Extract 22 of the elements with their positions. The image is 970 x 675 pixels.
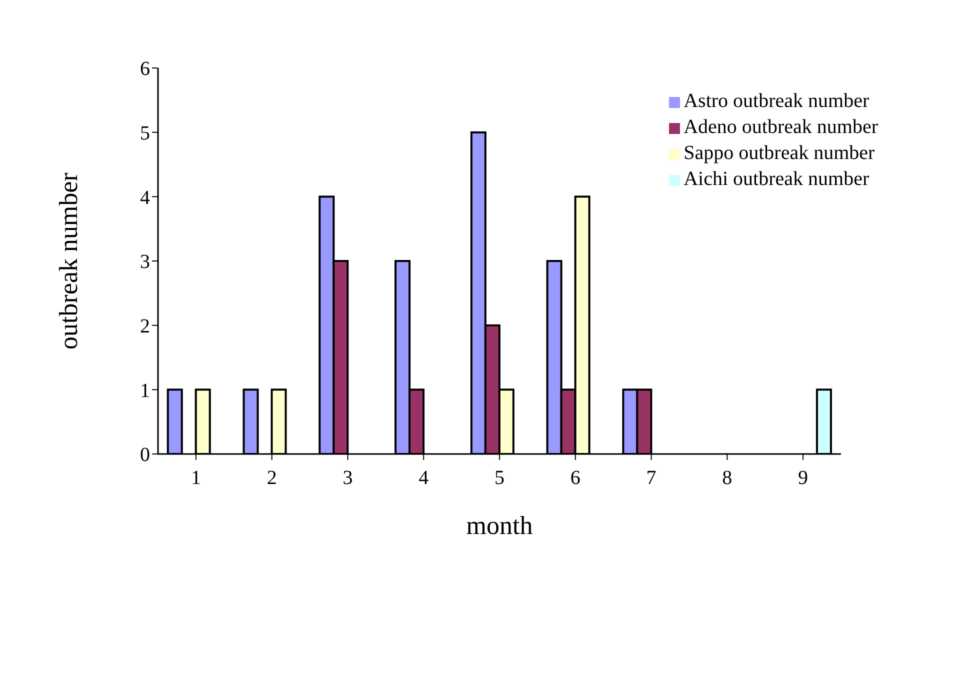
x-tick-label: 8 <box>722 467 732 490</box>
legend-label: Astro outbreak number <box>684 90 870 112</box>
y-tick-label: 5 <box>140 122 150 144</box>
x-axis-title: month <box>466 511 533 540</box>
y-tick-label: 6 <box>140 58 150 80</box>
legend-label: Adeno outbreak number <box>684 116 878 138</box>
x-tick-label: 4 <box>418 467 429 490</box>
legend-label: Sappo outbreak number <box>684 142 875 164</box>
y-tick-label: 2 <box>140 315 150 338</box>
x-tick-label: 6 <box>570 467 580 490</box>
x-tick-label: 9 <box>798 467 808 490</box>
legend-label: Aichi outbreak number <box>684 168 870 190</box>
x-tick-label: 1 <box>190 467 201 490</box>
y-axis-title: outbreak number <box>54 172 84 350</box>
y-tick-label: 3 <box>140 251 150 274</box>
x-tick-label: 7 <box>646 467 656 490</box>
x-tick-label: 3 <box>342 467 353 490</box>
y-tick-label: 1 <box>140 380 150 402</box>
x-tick-label: 5 <box>494 467 504 490</box>
y-tick-label: 4 <box>140 186 150 209</box>
y-tick-label: 0 <box>140 444 150 466</box>
x-tick-label: 2 <box>266 467 277 490</box>
